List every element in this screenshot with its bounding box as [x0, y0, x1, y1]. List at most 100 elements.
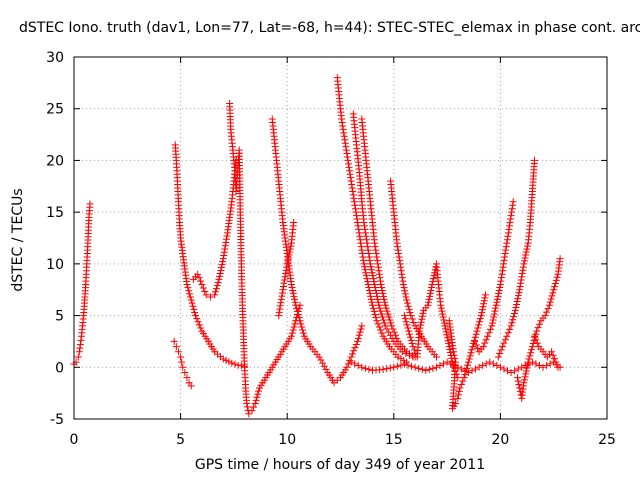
data-point — [539, 363, 547, 371]
data-point — [425, 298, 433, 306]
data-point — [488, 319, 496, 327]
data-point — [457, 365, 465, 373]
y-tick-label: 5 — [55, 309, 64, 325]
data-point — [195, 321, 203, 329]
data-point — [516, 384, 524, 392]
data-point — [342, 146, 350, 154]
data-point — [411, 363, 419, 371]
data-point — [519, 263, 527, 271]
data-point — [501, 250, 509, 258]
data-point — [519, 266, 527, 274]
data-point — [504, 367, 512, 375]
data-point — [216, 272, 224, 280]
data-point — [383, 365, 391, 373]
data-point — [338, 115, 346, 123]
data-point — [504, 329, 512, 337]
data-point — [347, 177, 355, 185]
data-point — [418, 365, 426, 373]
data-point — [216, 269, 224, 277]
data-point — [531, 156, 539, 164]
data-point — [250, 403, 258, 411]
data-point — [363, 236, 371, 244]
data-point — [374, 260, 382, 268]
data-point — [462, 367, 470, 375]
data-point — [287, 281, 295, 289]
data-point — [234, 361, 242, 369]
data-point — [410, 318, 418, 326]
data-point — [275, 308, 283, 316]
data-point — [339, 122, 347, 130]
data-point — [526, 352, 534, 360]
data-point — [511, 367, 519, 375]
data-point — [535, 362, 543, 370]
data-point — [417, 321, 425, 329]
x-tick-label: 25 — [598, 432, 616, 448]
data-point — [369, 304, 377, 312]
data-point — [424, 301, 432, 309]
data-point — [354, 362, 362, 370]
data-point — [449, 348, 457, 356]
data-point — [479, 303, 487, 311]
data-point — [428, 283, 436, 291]
data-point — [367, 263, 375, 271]
data-point — [196, 277, 204, 285]
data-point — [545, 301, 553, 309]
data-point — [362, 229, 370, 237]
data-point — [206, 293, 214, 301]
data-point — [504, 232, 512, 240]
data-point — [507, 368, 515, 376]
data-point — [445, 343, 453, 351]
data-point — [528, 346, 536, 354]
data-point — [375, 270, 383, 278]
data-point — [390, 363, 398, 371]
data-point — [486, 358, 494, 366]
data-point — [499, 267, 507, 275]
data-point — [466, 352, 474, 360]
data-point — [508, 208, 516, 216]
data-point — [351, 205, 359, 213]
data-point — [346, 170, 354, 178]
data-point — [375, 323, 383, 331]
data-point — [287, 332, 295, 340]
data-point — [524, 358, 532, 366]
data-point — [380, 319, 388, 327]
data-point — [350, 194, 358, 202]
data-point — [373, 256, 381, 264]
data-point — [432, 363, 440, 371]
data-point — [343, 363, 351, 371]
data-point — [368, 266, 376, 274]
data-point — [528, 343, 536, 351]
data-point — [350, 198, 358, 206]
data-points — [70, 74, 564, 418]
data-point — [430, 272, 438, 280]
data-point — [354, 222, 362, 230]
data-point — [503, 239, 511, 247]
data-point — [402, 318, 410, 326]
data-point — [74, 353, 82, 361]
data-point — [345, 163, 353, 171]
data-point — [186, 293, 194, 301]
y-axis-label: dSTEC / TECUs — [10, 188, 26, 292]
data-point — [341, 139, 349, 147]
data-point — [534, 324, 542, 332]
data-point — [403, 296, 411, 304]
data-point — [379, 289, 387, 297]
data-point — [298, 323, 306, 331]
data-point — [183, 281, 191, 289]
data-point — [468, 367, 476, 375]
data-point — [278, 292, 286, 300]
data-point — [426, 289, 434, 297]
data-point — [352, 208, 360, 216]
data-point — [393, 334, 401, 342]
data-point — [396, 260, 404, 268]
data-point — [501, 253, 509, 261]
data-point — [365, 250, 373, 258]
data-point — [186, 290, 194, 298]
data-point — [360, 222, 368, 230]
data-point — [388, 322, 396, 330]
data-point — [344, 360, 352, 368]
data-point — [498, 270, 506, 278]
data-point — [215, 275, 223, 283]
data-point — [397, 263, 405, 271]
